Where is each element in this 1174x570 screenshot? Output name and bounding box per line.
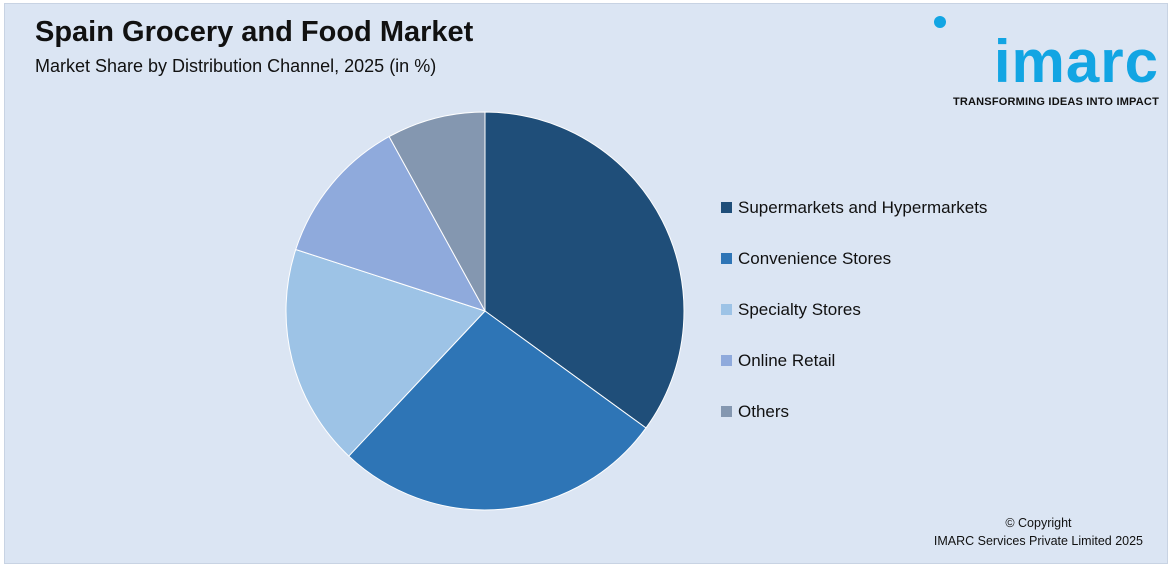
legend-item-others: Others bbox=[721, 386, 987, 437]
legend-item-convenience-stores: Convenience Stores bbox=[721, 233, 987, 284]
pie-slice-others bbox=[388, 111, 486, 312]
legend-label: Specialty Stores bbox=[738, 299, 861, 319]
legend-item-supermarkets-and-hypermarkets: Supermarkets and Hypermarkets bbox=[721, 182, 987, 233]
chart-legend: Supermarkets and Hypermarkets Convenience… bbox=[721, 182, 987, 437]
copyright-notice: © Copyright IMARC Services Private Limit… bbox=[934, 514, 1143, 550]
legend-swatch bbox=[721, 202, 732, 213]
chart-frame: Spain Grocery and Food Market Market Sha… bbox=[4, 3, 1168, 564]
pie-slice-online-retail bbox=[295, 135, 487, 312]
legend-swatch bbox=[721, 355, 732, 366]
chart-subtitle: Market Share by Distribution Channel, 20… bbox=[35, 56, 437, 76]
pie-slice-specialty-stores bbox=[285, 248, 486, 457]
legend-item-specialty-stores: Specialty Stores bbox=[721, 284, 987, 335]
legend-label: Supermarkets and Hypermarkets bbox=[738, 197, 988, 217]
legend-label: Others bbox=[738, 401, 790, 421]
legend-swatch bbox=[721, 406, 732, 417]
pie-chart bbox=[285, 111, 685, 511]
logo-tagline: TRANSFORMING IDEAS INTO IMPACT bbox=[952, 96, 1159, 108]
legend-item-online-retail: Online Retail bbox=[721, 335, 987, 386]
logo-wordmark: imarc bbox=[993, 28, 1159, 95]
imarc-logo: imarc TRANSFORMING IDEAS INTO IMPACT bbox=[929, 14, 1159, 110]
copyright-line-2: IMARC Services Private Limited 2025 bbox=[933, 534, 1143, 548]
legend-swatch bbox=[721, 253, 732, 264]
legend-swatch bbox=[721, 304, 732, 315]
copyright-line-1: © Copyright bbox=[1005, 516, 1072, 530]
legend-label: Convenience Stores bbox=[738, 248, 892, 268]
pie-slice-supermarkets-and-hypermarkets bbox=[484, 111, 685, 429]
pie-slice-convenience-stores bbox=[348, 310, 647, 511]
chart-title: Spain Grocery and Food Market bbox=[35, 16, 474, 48]
legend-label: Online Retail bbox=[738, 350, 836, 370]
logo-dot-icon bbox=[934, 16, 946, 28]
